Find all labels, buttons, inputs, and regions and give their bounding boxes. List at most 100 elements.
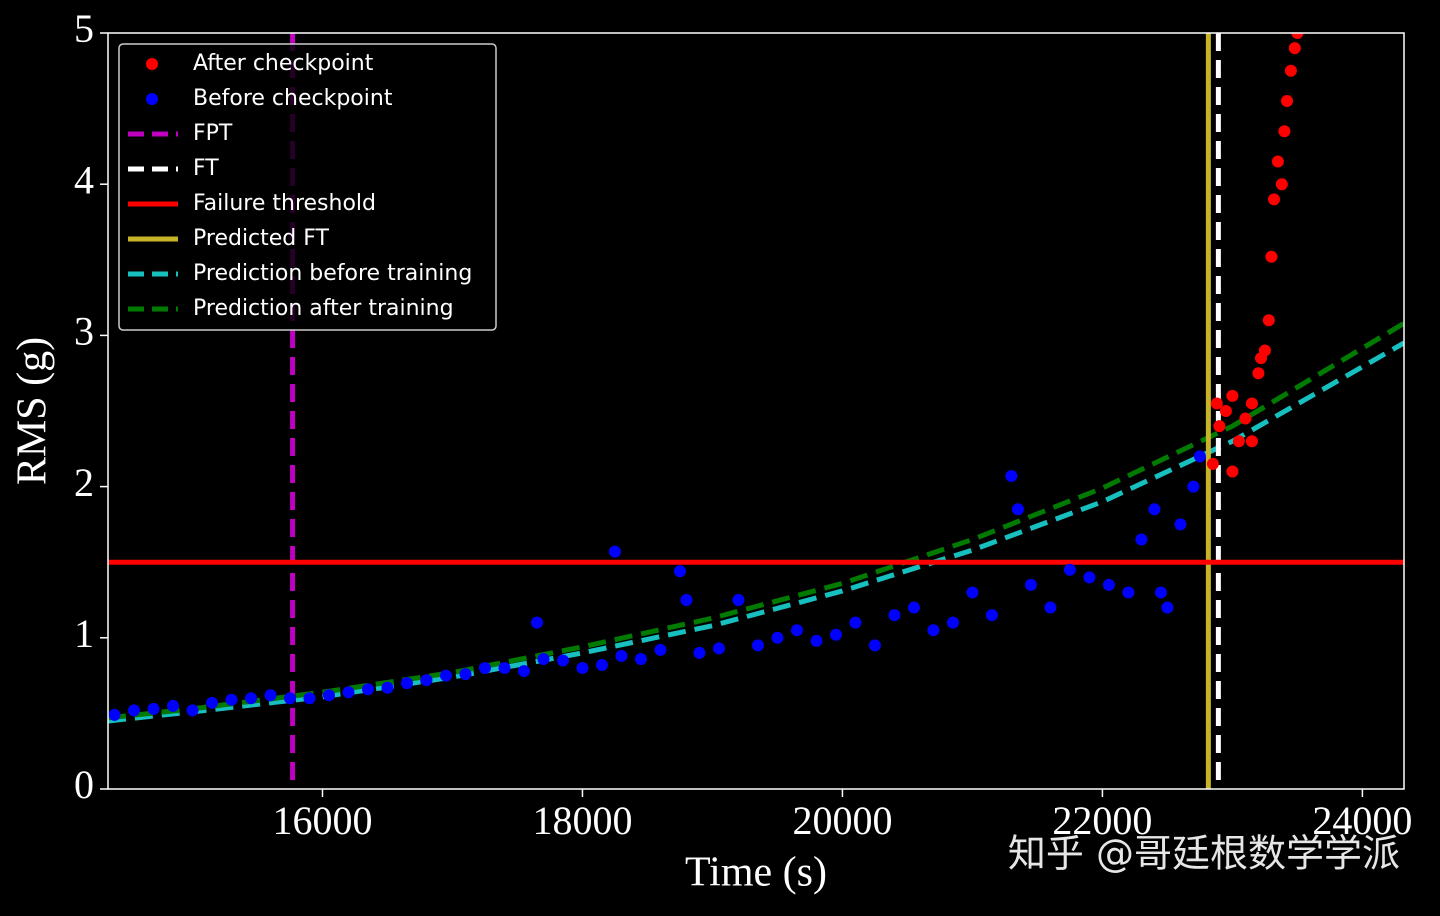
point <box>1083 571 1096 584</box>
point <box>1005 470 1018 483</box>
x-axis-label: Time (s) <box>685 850 827 896</box>
point <box>1284 64 1297 77</box>
point <box>1226 389 1239 402</box>
point <box>849 616 862 629</box>
watermark: 知乎 @哥廷根数学学派 <box>1008 832 1400 876</box>
point <box>1275 178 1288 191</box>
point <box>322 689 335 702</box>
point <box>771 631 784 644</box>
point <box>829 628 842 641</box>
point <box>680 594 693 606</box>
point <box>810 634 823 647</box>
point <box>1193 450 1206 463</box>
point <box>459 668 472 681</box>
y-tick-label: 4 <box>74 157 94 202</box>
y-tick-label: 1 <box>74 611 94 656</box>
point <box>439 669 452 682</box>
point <box>556 654 569 667</box>
axes-frame <box>107 32 1405 790</box>
point <box>283 692 296 705</box>
point <box>693 646 706 659</box>
point <box>1245 435 1258 448</box>
point <box>1262 314 1275 327</box>
point <box>166 699 179 712</box>
point <box>1063 563 1076 576</box>
point <box>966 586 979 599</box>
point <box>907 601 920 614</box>
point <box>1210 397 1223 410</box>
point <box>1271 155 1284 168</box>
point <box>1135 533 1148 546</box>
point <box>608 545 621 558</box>
point <box>732 594 745 606</box>
legend-label: Failure threshold <box>193 191 376 216</box>
point <box>595 659 608 672</box>
point <box>147 702 160 715</box>
point <box>1226 465 1239 478</box>
point <box>127 704 140 717</box>
point <box>1219 405 1232 417</box>
legend-label: FT <box>193 156 219 181</box>
point <box>1161 601 1174 614</box>
point <box>244 692 257 705</box>
point <box>751 639 764 652</box>
point <box>478 662 491 675</box>
point <box>498 662 511 675</box>
point <box>790 624 803 637</box>
legend-label: Prediction after training <box>193 296 454 321</box>
y-tick-label: 5 <box>74 6 94 51</box>
point <box>1291 33 1304 39</box>
point <box>530 616 543 629</box>
x-tick-label: 20000 <box>792 798 892 843</box>
legend-label: Predicted FT <box>193 226 330 251</box>
point <box>517 665 530 678</box>
point <box>264 689 277 702</box>
legend-label: FPT <box>193 121 233 146</box>
point <box>225 693 238 706</box>
point <box>1232 435 1245 448</box>
y-tick-label: 2 <box>74 460 94 505</box>
point <box>712 642 725 655</box>
point <box>1252 367 1265 380</box>
point <box>985 609 998 622</box>
point <box>1122 586 1135 599</box>
x-tick-label: 18000 <box>532 798 632 843</box>
x-tick-label: 22000 <box>1052 798 1152 843</box>
point <box>673 565 686 578</box>
point <box>1281 95 1294 108</box>
point <box>927 624 940 637</box>
y-tick-label: 3 <box>74 309 94 354</box>
point <box>537 652 550 665</box>
point <box>108 708 121 721</box>
prediction-line <box>108 321 1404 721</box>
point <box>303 692 316 705</box>
point <box>1258 344 1271 357</box>
x-tick-label: 24000 <box>1312 798 1412 843</box>
point <box>420 674 433 687</box>
point <box>1268 193 1281 206</box>
point <box>1148 503 1161 516</box>
y-axis-label: RMS (g) <box>10 337 56 485</box>
point <box>1288 42 1301 55</box>
point <box>946 616 959 629</box>
legend: After checkpoint Before checkpoint FPT FT Fa… <box>118 43 497 331</box>
point <box>634 652 647 665</box>
point <box>1239 412 1252 425</box>
x-tick-label: 16000 <box>272 798 372 843</box>
y-tick-label: 0 <box>74 762 94 807</box>
plot-area <box>108 33 1404 789</box>
point <box>1278 125 1291 138</box>
point <box>361 683 374 696</box>
point <box>1206 457 1219 470</box>
point <box>654 643 667 656</box>
point <box>381 681 394 694</box>
point <box>868 639 881 652</box>
point <box>1024 578 1037 591</box>
point <box>1011 503 1024 516</box>
point <box>1174 518 1187 531</box>
point <box>205 696 218 709</box>
legend-box <box>118 43 497 331</box>
legend-label: Prediction before training <box>193 261 472 286</box>
point <box>1213 420 1226 433</box>
